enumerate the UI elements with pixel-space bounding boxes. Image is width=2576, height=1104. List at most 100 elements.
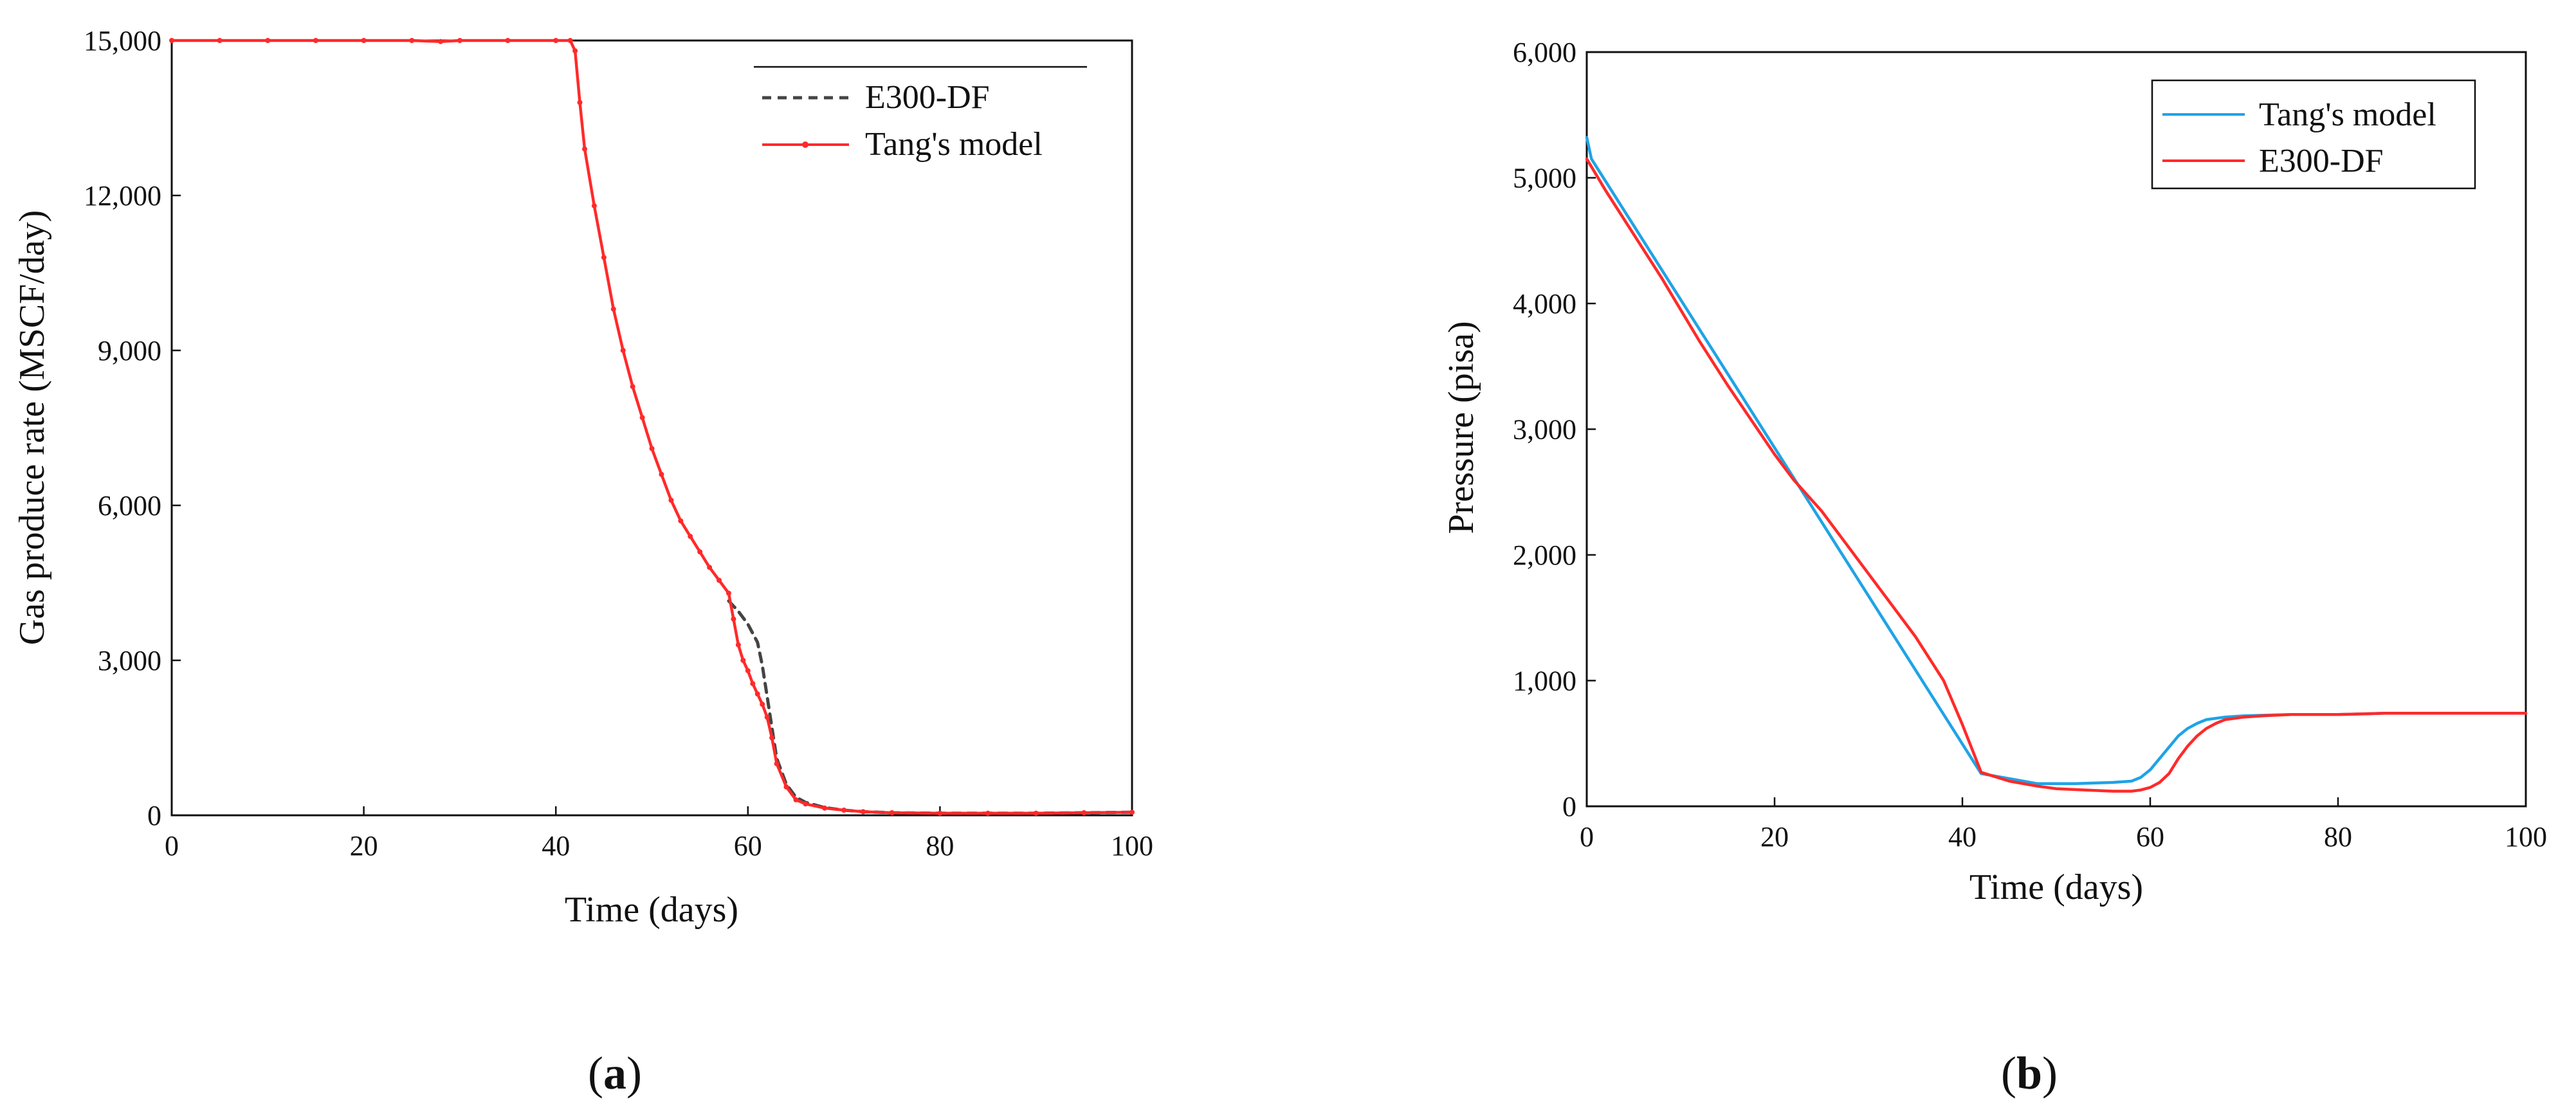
legend-a: E300-DF Tang's model <box>754 66 1087 163</box>
data-point <box>505 38 511 43</box>
x-tick-label: 20 <box>350 830 378 862</box>
data-point <box>754 691 760 697</box>
y-tick-label: 3,000 <box>98 645 161 676</box>
data-point <box>361 38 367 43</box>
chart-panel-b: 0 20 40 60 80 100 0 1,000 2,000 3,000 4,000 5,000 6,… <box>1441 37 2547 1099</box>
data-point <box>659 471 664 477</box>
series-line-e300-df <box>727 599 1134 815</box>
data-point <box>649 446 655 451</box>
data-point <box>697 549 703 555</box>
data-point <box>740 658 746 663</box>
x-tick-label: 20 <box>1760 821 1789 853</box>
data-point <box>577 100 583 105</box>
y-tick-label: 15,000 <box>84 25 161 57</box>
data-point <box>889 810 895 815</box>
data-point <box>457 38 462 43</box>
legend-a-label-tang: Tang's model <box>865 126 1043 163</box>
panel-label-a: (a) <box>588 1047 642 1099</box>
x-tick-label: 40 <box>542 830 570 862</box>
data-point <box>639 415 645 421</box>
data-point <box>769 735 775 741</box>
data-point <box>774 761 780 766</box>
data-point <box>1081 810 1087 815</box>
y-axis-label-a: Gas produce rate (MSCF/day) <box>12 210 52 646</box>
data-point <box>591 203 597 209</box>
legend-b-box <box>2151 79 2476 190</box>
y-tick-label: 4,000 <box>1513 288 1576 320</box>
dot-marker-icon <box>802 141 808 148</box>
data-point <box>668 498 674 503</box>
series-group-a <box>169 38 1135 816</box>
data-point <box>678 518 684 524</box>
x-tick-label: 80 <box>2324 821 2352 853</box>
data-point <box>567 38 573 43</box>
y-tick-label: 0 <box>1562 791 1576 822</box>
data-point <box>169 38 174 43</box>
data-point <box>265 38 271 43</box>
data-point <box>620 348 626 353</box>
data-point <box>582 146 587 152</box>
data-point <box>409 38 415 43</box>
data-point <box>822 805 828 811</box>
plot-frame-a <box>170 39 1133 817</box>
data-point <box>745 668 751 674</box>
y-axis-label-b: Pressure (pisa) <box>1441 321 1481 534</box>
y-tick-label: 5,000 <box>1513 163 1576 194</box>
data-point <box>750 681 756 687</box>
y-tick-label: 0 <box>147 800 161 831</box>
y-tick-label: 6,000 <box>1513 37 1576 68</box>
series-line-e300-df <box>1585 157 2528 793</box>
data-point <box>937 810 943 816</box>
x-axis-label-b: Time (days) <box>1969 867 2143 907</box>
legend-b: Tang's model E300-DF <box>2151 79 2476 190</box>
y-tick-label: 3,000 <box>1513 414 1576 446</box>
data-point <box>803 801 808 807</box>
data-point <box>735 642 741 647</box>
data-point <box>760 701 765 707</box>
data-point <box>553 38 559 43</box>
data-point <box>764 714 770 720</box>
y-tick-label: 12,000 <box>84 180 161 212</box>
x-tick-label: 40 <box>1948 821 1977 853</box>
data-point <box>313 38 318 43</box>
series-group-b <box>1585 136 2528 793</box>
x-tick-label: 60 <box>2136 821 2164 853</box>
data-point <box>783 784 789 790</box>
data-point <box>1129 810 1135 815</box>
data-point <box>1033 810 1039 816</box>
data-point <box>726 590 731 596</box>
x-tick-label: 80 <box>926 830 954 862</box>
y-tick-label: 9,000 <box>98 335 161 366</box>
data-point <box>793 797 799 802</box>
data-point <box>438 39 443 44</box>
legend-b-label-e300: E300-DF <box>2259 143 2384 179</box>
panel-label-b: (b) <box>2001 1047 2058 1099</box>
data-point <box>985 810 991 816</box>
x-tick-label: 0 <box>165 830 179 862</box>
x-tick-label: 60 <box>734 830 762 862</box>
data-point <box>731 616 736 622</box>
data-point <box>717 577 722 583</box>
x-tick-label: 0 <box>1580 821 1594 853</box>
legend-b-label-tang: Tang's model <box>2259 96 2436 133</box>
x-tick-label: 100 <box>1111 830 1153 862</box>
data-point <box>610 306 616 312</box>
x-axis-label-a: Time (days) <box>565 890 738 930</box>
data-point <box>572 48 578 54</box>
x-tick-label: 100 <box>2505 821 2547 853</box>
chart-panel-a: 0 20 40 60 80 100 0 3,000 6,000 9,000 12,000 15,000… <box>12 25 1153 1099</box>
axis-ticks-b: 0 20 40 60 80 100 0 1,000 2,000 3,000 4,000 5,000 6,… <box>1513 37 2547 853</box>
y-tick-label: 1,000 <box>1513 665 1576 697</box>
data-point <box>217 38 223 43</box>
axis-ticks-a: 0 20 40 60 80 100 0 3,000 6,000 9,000 12,000 15,000 <box>84 25 1153 862</box>
data-point <box>688 534 693 539</box>
y-tick-label: 6,000 <box>98 490 161 521</box>
data-point <box>630 384 635 390</box>
data-point <box>841 808 847 813</box>
legend-a-label-e300: E300-DF <box>865 79 990 116</box>
data-point <box>601 255 607 260</box>
y-tick-label: 2,000 <box>1513 539 1576 571</box>
data-point <box>707 565 713 570</box>
data-point <box>861 809 866 815</box>
